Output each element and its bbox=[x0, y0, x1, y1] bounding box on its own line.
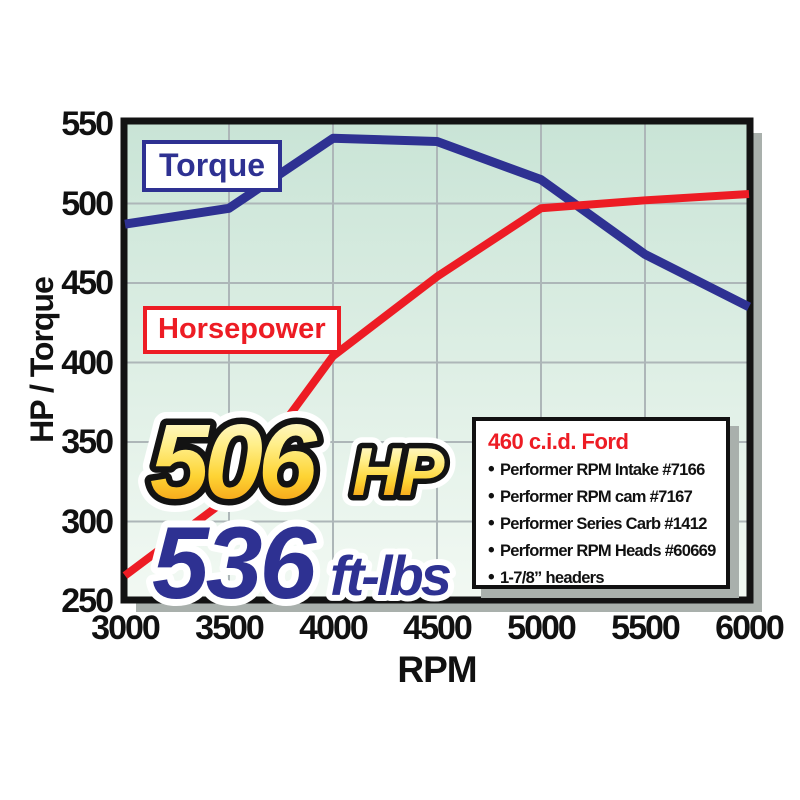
spec-item: • Performer RPM cam #7167 bbox=[486, 486, 716, 513]
spec-item-text: Performer RPM Intake #7166 bbox=[499, 461, 705, 479]
bullet-icon: • bbox=[488, 513, 495, 534]
y-tick-label: 550 bbox=[61, 105, 114, 143]
x-tick-label: 4000 bbox=[299, 609, 369, 647]
y-tick-label: 350 bbox=[61, 423, 114, 461]
plot-border bbox=[120, 117, 754, 604]
x-tick-label: 5000 bbox=[507, 609, 577, 647]
spec-item: • Performer RPM Heads #60669 bbox=[486, 540, 716, 567]
x-tick-label: 5500 bbox=[611, 609, 681, 647]
bullet-icon: • bbox=[488, 486, 495, 507]
spec-item-text: Performer RPM cam #7167 bbox=[499, 488, 693, 506]
y-axis-label: HP / Torque bbox=[24, 277, 60, 443]
y-tick-label: 250 bbox=[61, 582, 114, 620]
bullet-icon: • bbox=[488, 459, 495, 480]
engine-spec-list: • Performer RPM Intake #7166 • Performer RP… bbox=[486, 459, 716, 588]
x-tick-label: 3000 bbox=[91, 609, 161, 647]
y-tick-label: 500 bbox=[61, 184, 114, 223]
x-tick-label: 6000 bbox=[715, 609, 785, 647]
engine-spec-box: 460 c.i.d. Ford • Performer RPM Intake #7… bbox=[472, 417, 730, 589]
bullet-icon: • bbox=[488, 540, 495, 561]
horsepower-curve bbox=[122, 189, 750, 579]
y-tick-label: 300 bbox=[61, 502, 114, 541]
y-tick-label: 450 bbox=[61, 264, 114, 302]
x-tick-label: 4500 bbox=[403, 609, 473, 647]
torque-series-label: Torque bbox=[142, 140, 283, 192]
horsepower-series-label: Horsepower bbox=[143, 306, 341, 354]
bullet-icon: • bbox=[488, 567, 495, 588]
y-tick-label: 400 bbox=[61, 343, 114, 382]
spec-item-text: Performer RPM Heads #60669 bbox=[499, 542, 716, 560]
spec-item: • Performer RPM Intake #7166 bbox=[486, 459, 716, 486]
spec-item: • 1-7/8” headers bbox=[486, 567, 716, 588]
x-tick-label: 3500 bbox=[195, 609, 265, 647]
torque-curve bbox=[124, 133, 752, 311]
x-axis-label: RPM bbox=[397, 649, 477, 690]
spec-item-text: 1-7/8” headers bbox=[499, 569, 605, 587]
spec-item: • Performer Series Carb #1412 bbox=[486, 513, 716, 540]
spec-item-text: Performer Series Carb #1412 bbox=[499, 515, 707, 533]
engine-spec-title: 460 c.i.d. Ford bbox=[488, 429, 629, 454]
